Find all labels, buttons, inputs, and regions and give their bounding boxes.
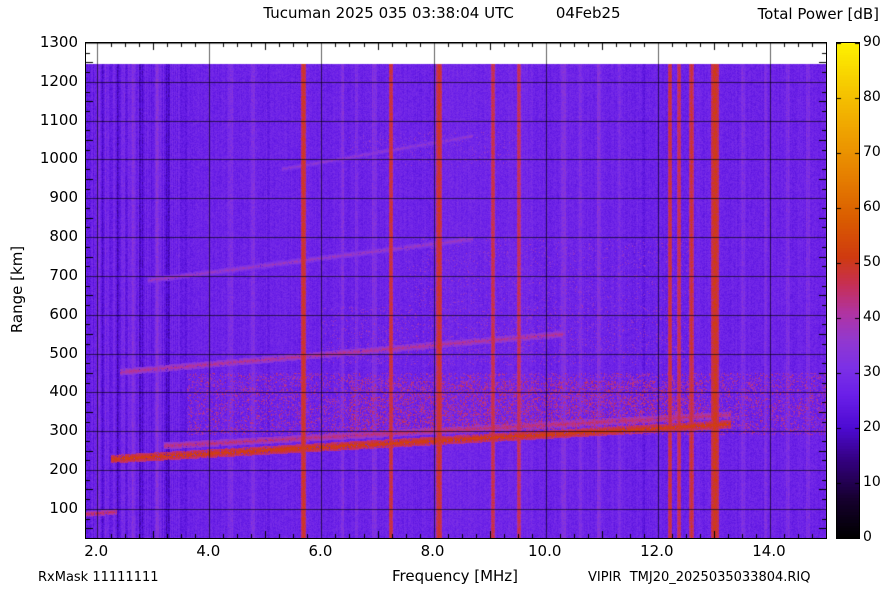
y-tick-label: 1200 bbox=[39, 71, 78, 90]
x-tick-label: 14.0 bbox=[752, 542, 786, 560]
rx-mask-label: RxMask 11111111 bbox=[38, 570, 159, 585]
x-tick-label: 4.0 bbox=[196, 542, 221, 560]
colorbar-tick-label: 40 bbox=[863, 309, 881, 325]
x-tick-label: 8.0 bbox=[420, 542, 445, 560]
y-axis-label: Range [km] bbox=[8, 245, 26, 334]
y-tick-label: 900 bbox=[49, 188, 78, 207]
colorbar-tick-label: 0 bbox=[863, 529, 872, 545]
colorbar-title: Total Power [dB] bbox=[757, 5, 879, 23]
y-tick-label: 400 bbox=[49, 382, 78, 401]
y-tick-label: 1000 bbox=[39, 149, 78, 168]
colorbar-frame bbox=[836, 42, 860, 539]
file-label: VIPIR TMJ20_2025035033804.RIQ bbox=[588, 570, 811, 585]
y-tick-label: 1100 bbox=[39, 110, 78, 129]
x-tick-label: 2.0 bbox=[84, 542, 109, 560]
y-tick-label: 100 bbox=[49, 498, 78, 517]
y-tick-label: 500 bbox=[49, 343, 78, 362]
colorbar-tick-label: 50 bbox=[863, 254, 881, 270]
colorbar-tick-label: 90 bbox=[863, 34, 881, 50]
colorbar-tick-label: 70 bbox=[863, 144, 881, 160]
colorbar-tick-label: 10 bbox=[863, 474, 881, 490]
colorbar-tick-label: 30 bbox=[863, 364, 881, 380]
y-tick-label: 200 bbox=[49, 460, 78, 479]
y-tick-label: 800 bbox=[49, 227, 78, 246]
colorbar-canvas bbox=[837, 43, 859, 538]
colorbar-tick-label: 60 bbox=[863, 199, 881, 215]
y-tick-label: 1300 bbox=[39, 33, 78, 51]
colorbar-tick-label: 80 bbox=[863, 89, 881, 105]
x-tick-label: 12.0 bbox=[640, 542, 674, 560]
ionogram-canvas bbox=[86, 43, 826, 538]
y-tick-label: 600 bbox=[49, 304, 78, 323]
y-tick-label: 700 bbox=[49, 265, 78, 284]
x-axis-label: Frequency [MHz] bbox=[391, 567, 519, 585]
plot-frame bbox=[85, 42, 827, 539]
y-tick-label: 300 bbox=[49, 421, 78, 440]
colorbar-tick-label: 20 bbox=[863, 419, 881, 435]
date-label: 04Feb25 bbox=[555, 4, 621, 22]
page-title-row: Tucuman 2025 035 03:38:04 UTC 04Feb25 bbox=[0, 4, 884, 22]
x-tick-label: 6.0 bbox=[308, 542, 333, 560]
page-title: Tucuman 2025 035 03:38:04 UTC bbox=[263, 4, 514, 22]
x-tick-label: 10.0 bbox=[527, 542, 562, 560]
